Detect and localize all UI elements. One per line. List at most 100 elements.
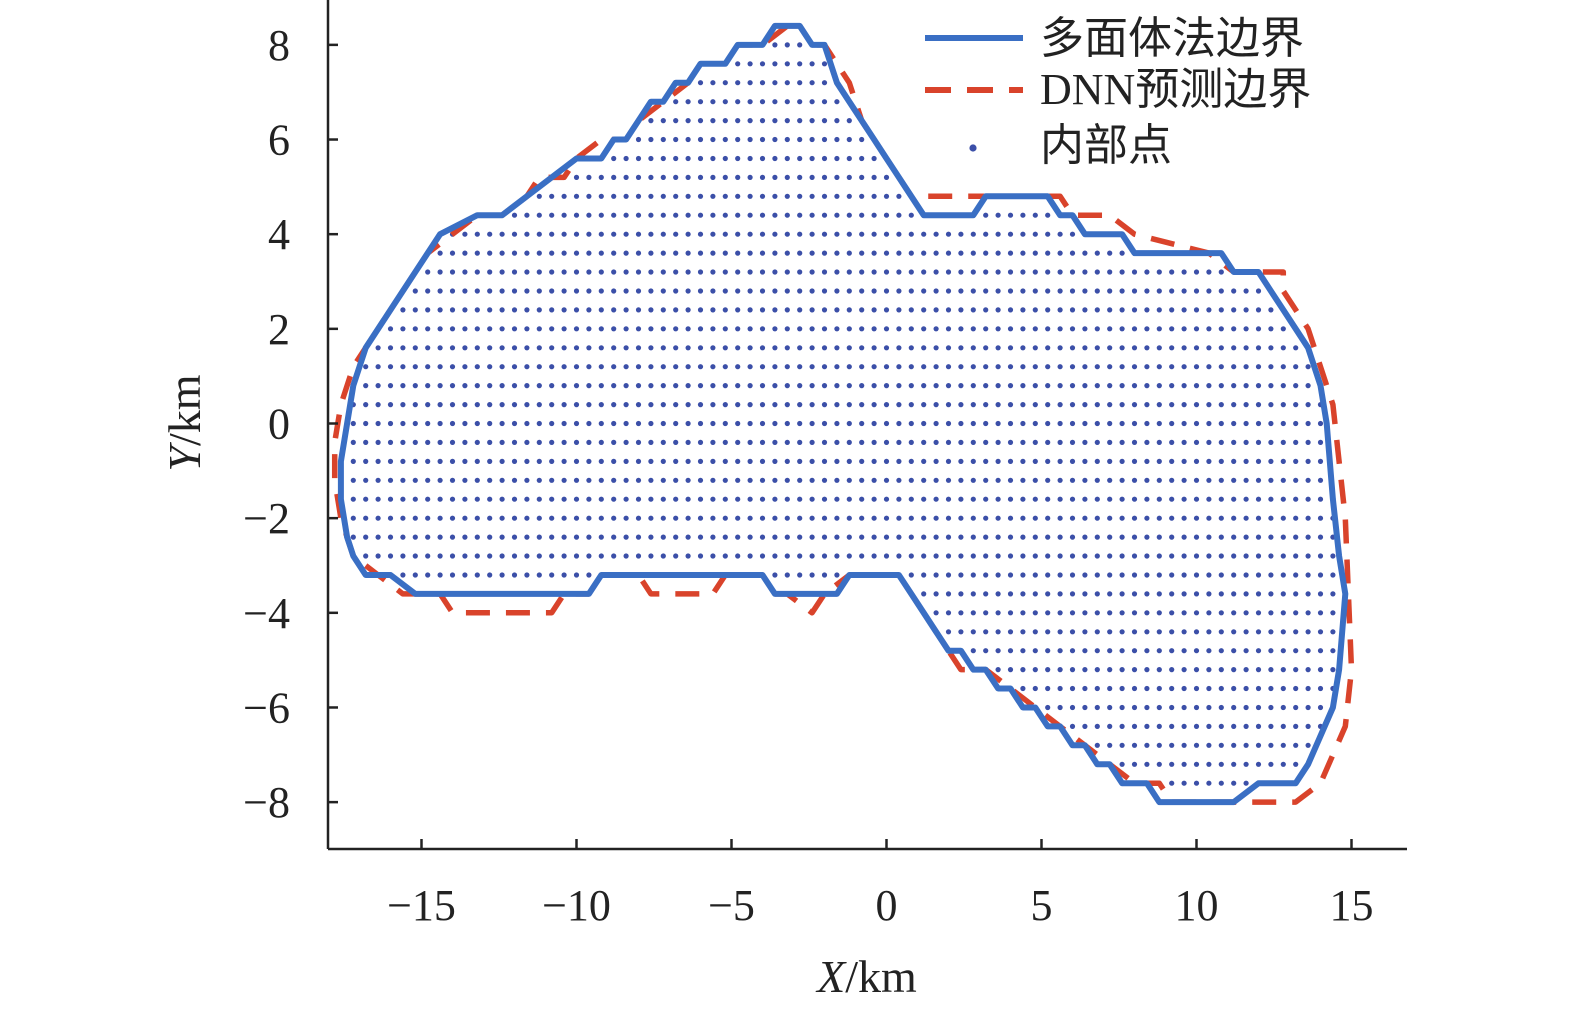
interior-point [1156,383,1162,389]
interior-point [586,288,592,294]
interior-point [883,496,890,502]
interior-point [859,667,865,673]
interior-point [859,648,865,654]
interior-point [549,250,555,256]
interior-point [1181,364,1187,370]
interior-point [673,212,679,218]
interior-point [1007,307,1014,313]
interior-point [1317,591,1324,597]
interior-point [908,364,914,370]
interior-point [635,155,642,162]
interior-point [1107,704,1113,711]
interior-point [846,496,852,502]
interior-point [846,723,852,730]
interior-point [834,723,840,730]
interior-point [970,288,976,294]
interior-point [1119,439,1125,445]
interior-point [1305,648,1311,654]
interior-point [375,80,381,86]
interior-point [995,591,1001,597]
interior-point [933,610,939,616]
interior-point [921,819,926,824]
interior-point [623,250,629,256]
interior-point [1169,326,1175,332]
interior-point [945,345,952,351]
interior-point [958,80,964,86]
interior-point [722,610,728,616]
interior-point [387,439,394,445]
interior-point [1193,667,1200,673]
interior-point [710,136,716,143]
interior-point [375,99,381,105]
interior-point [1355,61,1360,66]
interior-point [772,477,778,483]
interior-point [511,742,518,748]
interior-point [1032,799,1038,803]
interior-point [1131,799,1138,803]
interior-point [561,780,567,786]
interior-point [363,99,369,105]
interior-point [1317,326,1324,332]
interior-point [735,534,741,540]
interior-point [834,534,840,540]
interior-point [809,704,815,711]
interior-point [487,231,493,237]
interior-point [1082,420,1088,427]
interior-point [350,288,356,294]
interior-point [623,174,629,180]
interior-point [1131,742,1138,748]
interior-point [995,648,1001,654]
interior-point [350,761,356,767]
interior-point [1144,742,1150,748]
interior-point [1007,780,1014,786]
interior-point [561,25,567,29]
interior-point [412,80,418,86]
interior-point [611,458,617,464]
interior-point [735,212,741,218]
interior-point [821,307,828,313]
interior-point [1007,610,1014,616]
interior-point [1169,193,1175,199]
interior-point [847,819,852,824]
interior-point [1069,553,1076,559]
interior-point [340,42,344,48]
interior-point [449,345,456,351]
interior-point [1280,553,1286,559]
interior-point [524,742,530,748]
interior-point [945,610,952,616]
interior-point [1293,667,1299,673]
interior-point [1193,704,1200,711]
interior-point [412,780,418,786]
interior-point [871,420,877,427]
interior-point [635,42,642,48]
interior-point [772,174,778,180]
interior-point [1069,326,1076,332]
interior-point [871,383,877,389]
interior-point [685,307,691,313]
interior-point [1094,250,1100,256]
interior-point [340,402,344,408]
interior-point [536,193,542,199]
interior-point [499,193,505,199]
interior-point [586,25,592,29]
interior-point [412,231,418,237]
interior-point [648,553,654,559]
interior-point [970,553,976,559]
interior-point [449,704,456,711]
interior-point [821,515,828,521]
interior-point [1107,648,1113,654]
interior-point [1293,572,1299,578]
interior-point [1045,742,1051,748]
interior-point [1181,307,1187,313]
interior-point [561,99,567,105]
interior-point [536,515,542,521]
interior-point [462,799,468,803]
interior-point [1243,458,1249,464]
interior-point [1119,685,1125,692]
interior-point [1293,591,1299,597]
interior-point [908,174,914,180]
interior-point [846,118,852,124]
interior-point [425,553,431,559]
interior-point [797,99,803,105]
interior-point [871,42,877,48]
